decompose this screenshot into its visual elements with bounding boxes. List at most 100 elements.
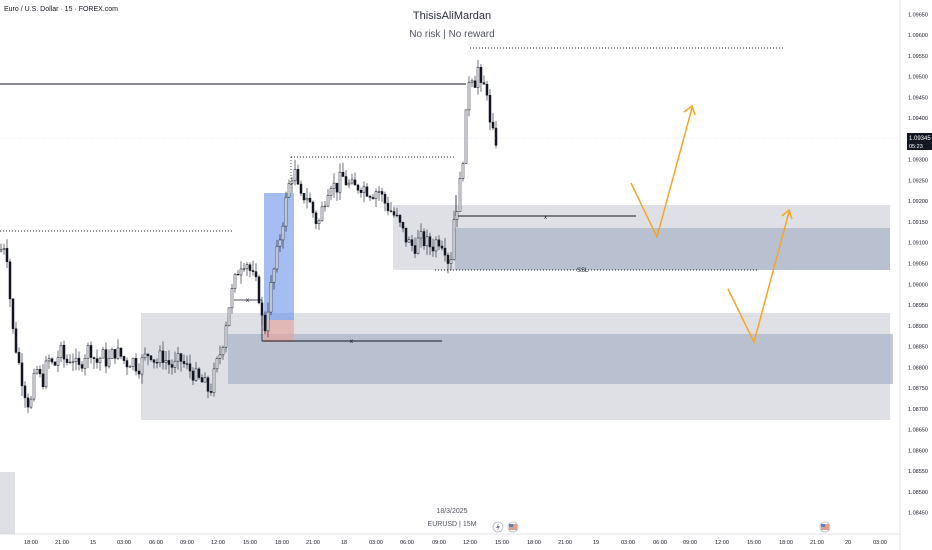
candle: [389, 201, 393, 213]
candle: [32, 368, 36, 402]
candle: [242, 262, 246, 272]
candle: [146, 353, 150, 365]
candle: [299, 180, 303, 196]
y-tick-label: 1.09500: [908, 75, 928, 81]
candle: [176, 347, 180, 370]
candle: [233, 273, 237, 293]
candle: [167, 350, 171, 374]
x-tick-label: 21:00: [306, 540, 320, 546]
candle: [365, 183, 369, 198]
candle: [149, 355, 153, 362]
candle: [254, 263, 258, 282]
candle: [362, 181, 366, 203]
candle: [386, 196, 390, 216]
x-tick-label: 21:00: [55, 540, 69, 546]
candle: [35, 365, 39, 375]
candle: [215, 356, 219, 373]
order-block-red[interactable]: [264, 320, 294, 342]
us-flag-icon[interactable]: [819, 521, 831, 533]
candle: [401, 221, 405, 233]
y-tick-label: 1.08900: [908, 324, 928, 330]
candle: [428, 232, 432, 256]
candle: [335, 182, 339, 201]
candle: [161, 341, 165, 370]
lightning-icon[interactable]: [492, 521, 504, 533]
y-tick-label: 1.09300: [908, 158, 928, 164]
candle: [44, 356, 48, 390]
candle: [323, 200, 327, 212]
y-tick-label: 1.08700: [908, 407, 928, 413]
arrow-upper-path: [630, 107, 693, 240]
candle: [65, 354, 69, 366]
candle: [311, 200, 315, 218]
candle: [425, 229, 429, 255]
candle: [5, 239, 9, 268]
x-marker-upper: x: [544, 215, 547, 221]
y-tick-label: 1.08750: [908, 386, 928, 392]
candle: [122, 355, 126, 365]
candle: [206, 375, 210, 399]
candle: [2, 243, 6, 255]
candle: [179, 352, 183, 372]
x-tick-label: 03:00: [117, 540, 131, 546]
candle: [53, 361, 57, 366]
candle: [296, 164, 300, 185]
candle: [119, 347, 123, 360]
candle: [407, 236, 411, 243]
candle: [77, 351, 81, 371]
candle: [326, 189, 330, 208]
candle: [470, 78, 474, 88]
candle: [464, 109, 468, 164]
candle: [392, 207, 396, 218]
candle: [194, 362, 198, 382]
candle: [38, 365, 42, 378]
x-tick-label: 18:00: [779, 540, 793, 546]
candle: [227, 307, 231, 327]
candle: [377, 186, 381, 201]
candle: [17, 347, 21, 365]
candle: [290, 176, 294, 194]
candle: [86, 342, 90, 369]
candle: [230, 283, 234, 314]
candle: [26, 393, 30, 413]
candle: [155, 358, 159, 369]
candle: [332, 173, 336, 198]
candle: [473, 75, 477, 88]
y-tick-label: 1.09150: [908, 220, 928, 226]
last-price-badge: 1.09345 05:23: [907, 133, 932, 150]
demand-zone-upper-inner[interactable]: [455, 228, 890, 270]
candle: [71, 353, 75, 371]
candle: [479, 64, 483, 92]
symbol-title: Euro / U.S. Dollar · 15 · FOREX.com: [4, 6, 118, 13]
projection-arrows: [630, 104, 793, 345]
candle: [353, 172, 357, 186]
x-tick-label: 19: [593, 540, 599, 546]
price-axis[interactable]: [900, 0, 932, 550]
candle: [257, 274, 261, 305]
x-tick-label: 06:00: [400, 540, 414, 546]
candle: [269, 274, 273, 315]
y-tick-label: 1.08500: [908, 490, 928, 496]
x-tick-label: 18:00: [24, 540, 38, 546]
candle: [0, 243, 3, 253]
fvg-blue-zone[interactable]: [264, 193, 294, 320]
x-tick-label: 15:00: [747, 540, 761, 546]
candle: [191, 367, 195, 386]
candle: [173, 351, 177, 374]
candle: [107, 349, 111, 369]
candle: [314, 210, 318, 230]
candle: [80, 361, 84, 373]
x-tick-label: 03:00: [369, 540, 383, 546]
demand-zone-lower-inner[interactable]: [228, 334, 893, 384]
candle: [431, 238, 435, 257]
y-tick-label: 1.09250: [908, 178, 928, 184]
y-tick-label: 1.08650: [908, 428, 928, 434]
candle: [281, 222, 285, 249]
candle: [461, 161, 465, 182]
us-flag-icon[interactable]: [507, 521, 519, 533]
y-tick-label: 1.08450: [908, 511, 928, 517]
x-tick-label: 12:00: [715, 540, 729, 546]
candle: [95, 349, 99, 369]
y-tick-label: 1.09650: [908, 12, 928, 18]
